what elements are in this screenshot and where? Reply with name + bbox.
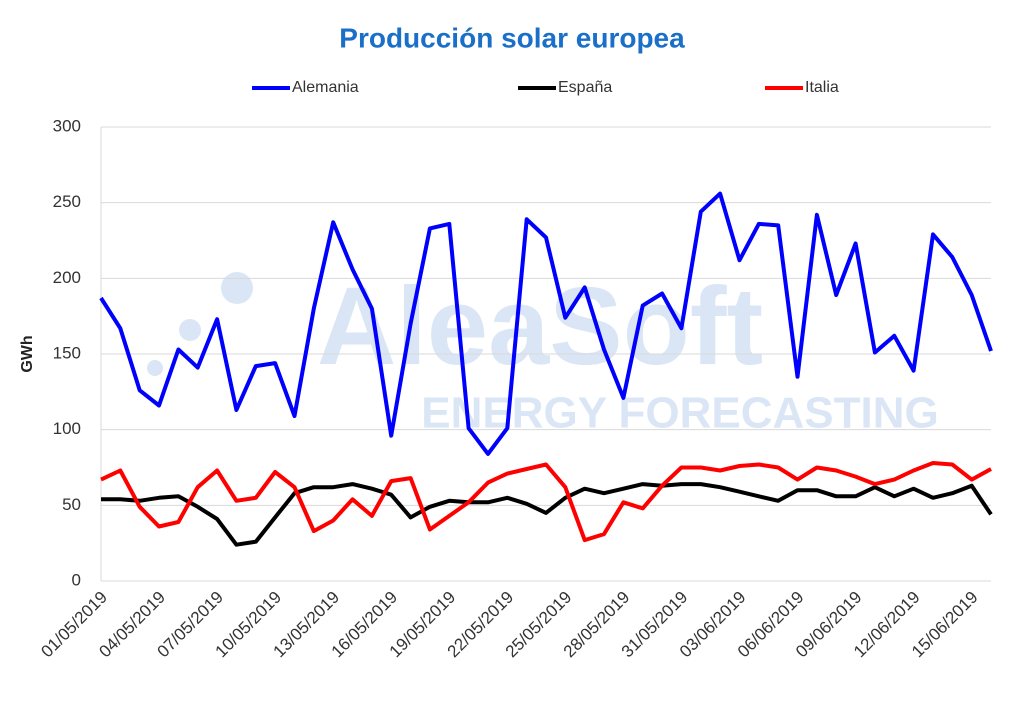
watermark-dot: [221, 272, 253, 304]
y-tick-label: 300: [53, 116, 81, 135]
legend-label: Alemania: [292, 79, 359, 96]
chart-title: Producción solar europea: [339, 22, 685, 53]
series-line: [101, 482, 993, 547]
legend-label: España: [558, 79, 612, 96]
watermark-text: AleaSoft: [317, 265, 763, 388]
y-tick-label: 250: [53, 192, 81, 211]
watermark-text: ENERGY FORECASTING: [421, 389, 938, 438]
y-tick-label: 150: [53, 343, 81, 362]
watermark: AleaSoft ENERGY FORECASTING: [147, 265, 939, 438]
y-axis-label: GWh: [19, 335, 36, 372]
y-tick-label: 100: [53, 419, 81, 438]
series-line: [99, 191, 993, 456]
watermark-dot: [147, 360, 163, 376]
watermark-dot: [179, 319, 201, 341]
y-tick-label: 200: [53, 268, 81, 287]
legend-label: Italia: [805, 79, 839, 96]
y-tick-label: 0: [72, 570, 81, 589]
series-line: [100, 461, 992, 543]
y-tick-label: 50: [62, 495, 81, 514]
